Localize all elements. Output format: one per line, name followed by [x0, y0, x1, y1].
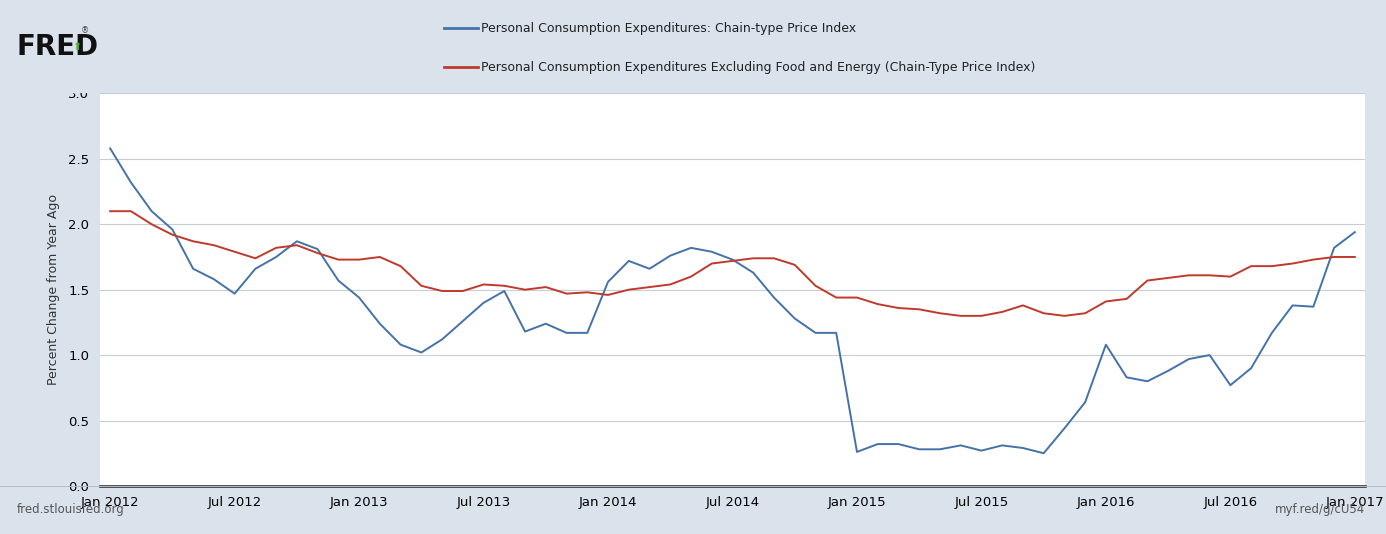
Text: ®: ® — [80, 26, 89, 35]
Text: ⬆: ⬆ — [72, 42, 82, 52]
Text: Personal Consumption Expenditures Excluding Food and Energy (Chain-Type Price In: Personal Consumption Expenditures Exclud… — [481, 61, 1035, 74]
Y-axis label: Percent Change from Year Ago: Percent Change from Year Ago — [47, 194, 60, 385]
Text: fred.stlouisfed.org: fred.stlouisfed.org — [17, 504, 125, 516]
Text: myf.red/g/cU54: myf.red/g/cU54 — [1275, 504, 1365, 516]
Text: FRED: FRED — [17, 33, 98, 61]
Text: Personal Consumption Expenditures: Chain-type Price Index: Personal Consumption Expenditures: Chain… — [481, 21, 857, 35]
